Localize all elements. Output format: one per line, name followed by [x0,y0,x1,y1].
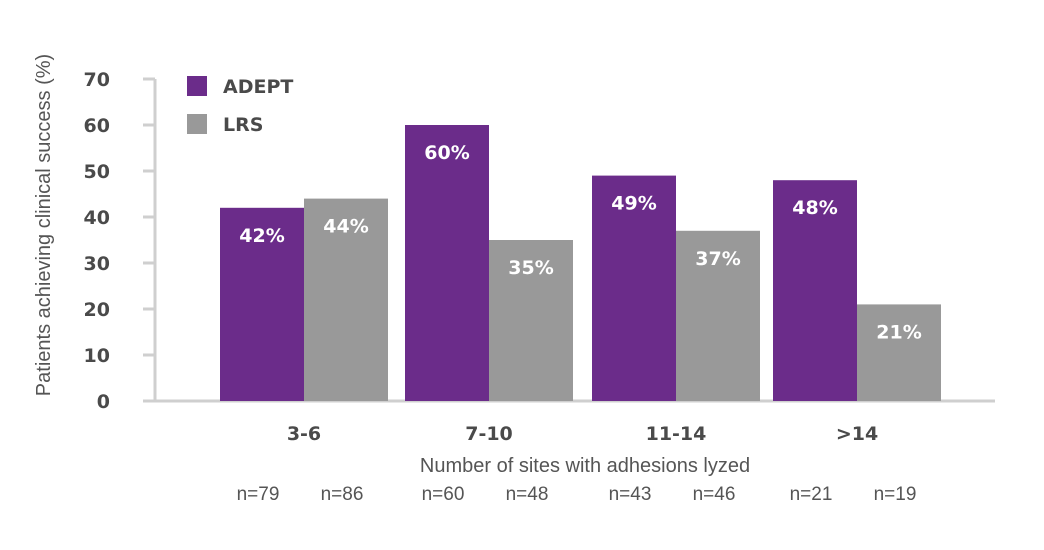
bar-value-labels: 42% 44% 60% 35% 49% 37% 48% 21% [239,142,921,343]
bar-value-label: 48% [792,197,837,219]
bar-lrs-1 [489,240,573,401]
legend-label-adept: ADEPT [223,76,293,98]
category-label: >14 [836,423,878,445]
y-tick-label: 60 [84,115,110,137]
y-axis-title: Patients achieving clinical success (%) [33,54,55,396]
category-labels: 3-6 7-10 11-14 >14 [287,423,878,445]
bar-adept-3 [773,180,857,401]
category-label: 7-10 [465,423,513,445]
bar-value-label: 42% [239,225,284,247]
bar-value-label: 44% [323,216,368,238]
bar-adept-1 [405,125,489,401]
sample-size-label: n=19 [874,484,917,505]
sample-size-label: n=46 [693,484,736,505]
bar-lrs-3 [857,304,941,401]
legend-swatch-lrs [187,114,207,134]
y-tick-label: 0 [97,391,110,413]
bar-value-label: 35% [508,257,553,279]
y-tick-label: 50 [84,161,110,183]
y-axis-ticks: 0 10 20 30 40 50 60 70 [84,69,155,413]
bar-lrs-0 [304,198,388,401]
sample-size-labels: n=79 n=86 n=60 n=48 n=43 n=46 n=21 n=19 [237,484,917,505]
y-tick-label: 70 [84,69,110,91]
legend: ADEPT LRS [187,76,293,136]
bar-value-label: 49% [611,193,656,215]
legend-label-lrs: LRS [223,114,263,136]
x-axis-title: Number of sites with adhesions lyzed [420,455,750,477]
sample-size-label: n=60 [422,484,465,505]
category-label: 3-6 [287,423,321,445]
y-tick-label: 10 [84,345,110,367]
sample-size-label: n=79 [237,484,280,505]
y-axis-title-group: Patients achieving clinical success (%) [33,54,55,396]
bar-value-label: 21% [876,321,921,343]
bar-adept-2 [592,175,676,401]
bar-value-label: 60% [424,142,469,164]
bar-adept-0 [220,207,304,401]
y-tick-label: 40 [84,207,110,229]
legend-swatch-adept [187,76,207,96]
sample-size-label: n=21 [790,484,833,505]
bars [220,125,941,401]
bar-value-label: 37% [695,248,740,270]
sample-size-label: n=43 [609,484,652,505]
y-tick-label: 30 [84,253,110,275]
sample-size-label: n=48 [506,484,549,505]
y-tick-label: 20 [84,299,110,321]
sample-size-label: n=86 [321,484,364,505]
category-label: 11-14 [646,423,707,445]
bar-lrs-2 [676,230,760,401]
